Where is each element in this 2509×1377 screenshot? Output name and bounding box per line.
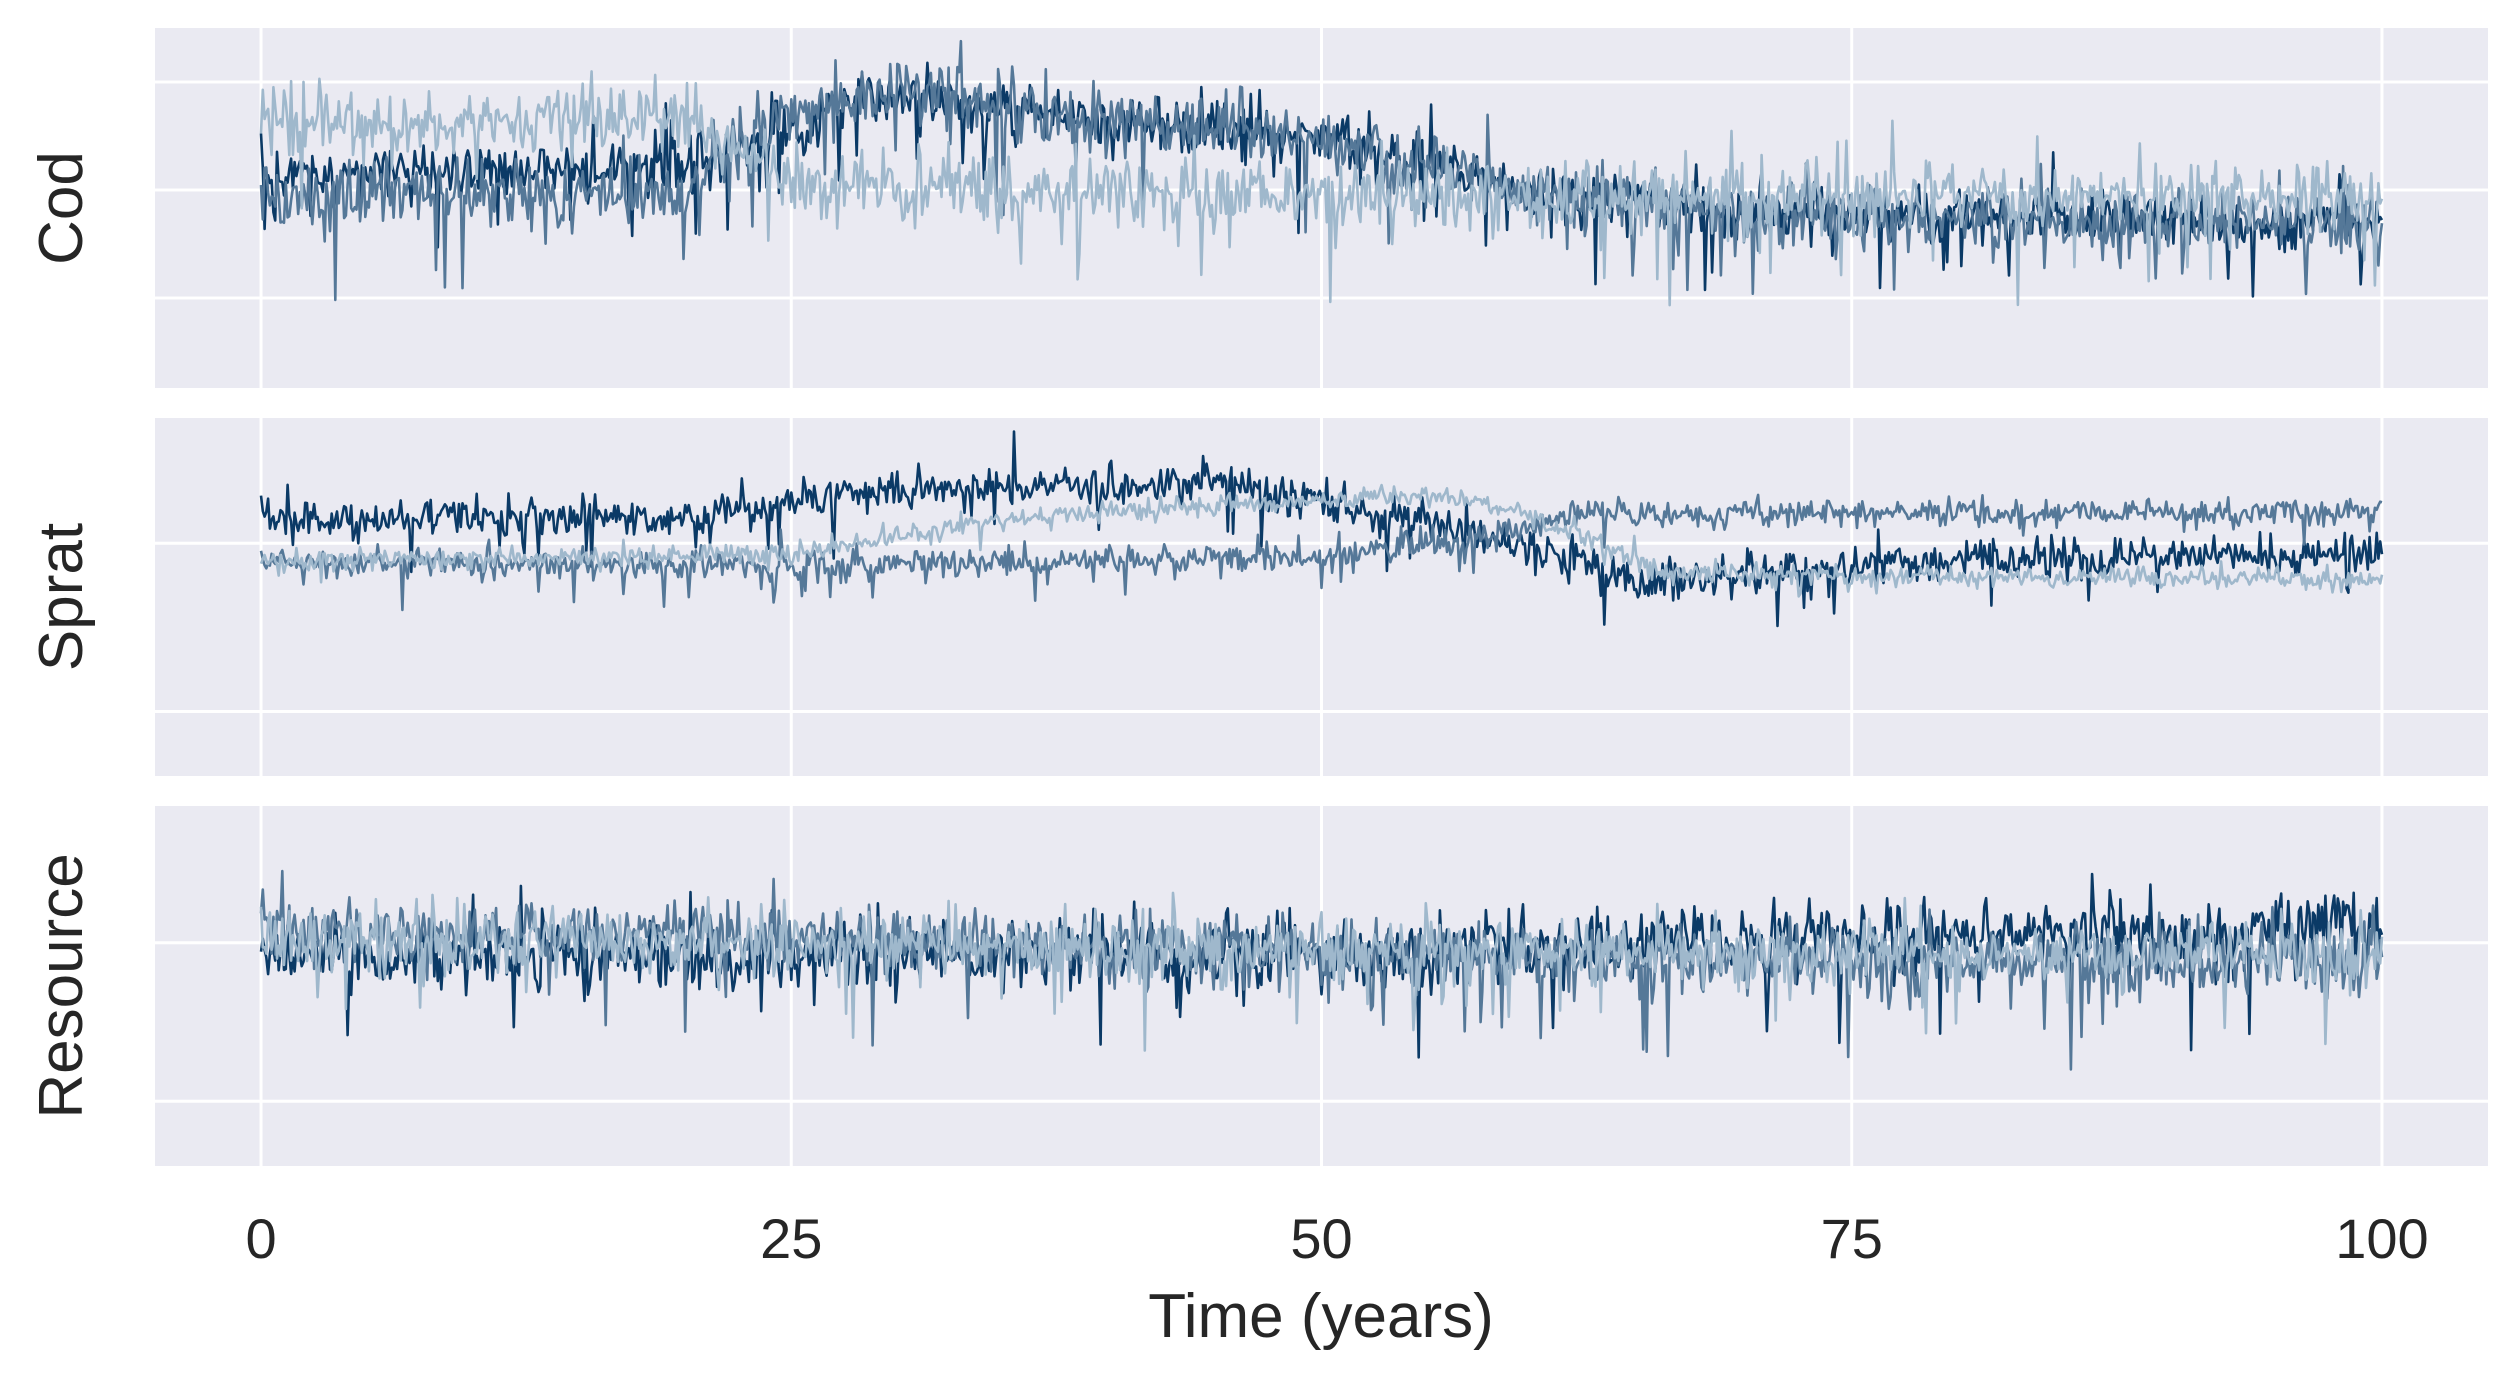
cod-series-group — [259, 39, 2384, 307]
panel-sprat: Sprat — [27, 418, 2488, 776]
panel-cod: Cod — [27, 28, 2488, 388]
series-line-1 — [259, 61, 2384, 298]
panel-resource: Resource — [27, 806, 2488, 1166]
series-line-2 — [259, 869, 2384, 1071]
series-line-3 — [259, 483, 2384, 598]
resource-axis-label: Resource — [27, 853, 96, 1118]
cod-axis-label: Cod — [27, 151, 96, 265]
x-tick-label: 50 — [1290, 1207, 1352, 1270]
x-tick-label: 0 — [245, 1207, 276, 1270]
x-tick-label: 75 — [1821, 1207, 1883, 1270]
x-axis-label: Time (years) — [1148, 1282, 1494, 1351]
series-line-3 — [259, 70, 2384, 307]
sprat-gridlines — [155, 418, 2488, 776]
series-line-2 — [259, 493, 2383, 612]
sprat-series-group — [259, 430, 2384, 628]
x-axis-ticks: 0 25 50 75 100 — [245, 1207, 2428, 1270]
series-line-2 — [259, 39, 2384, 302]
sprat-axis-label: Sprat — [27, 523, 96, 671]
x-tick-label: 25 — [760, 1207, 822, 1270]
x-tick-label: 100 — [2335, 1207, 2428, 1270]
resource-series-group — [259, 869, 2384, 1071]
series-line-3 — [259, 891, 2384, 1052]
